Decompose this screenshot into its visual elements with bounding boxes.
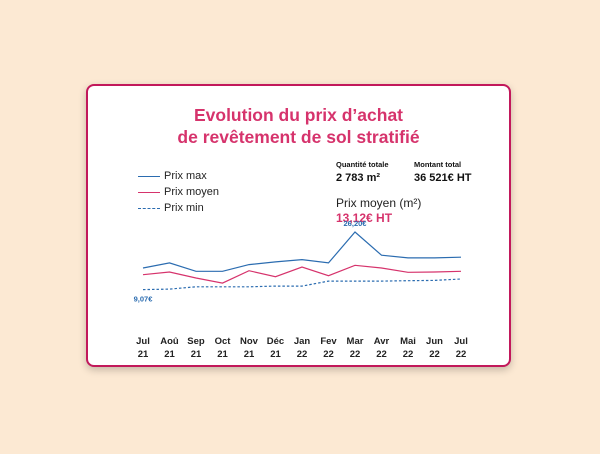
x-tick-month: Nov — [240, 336, 259, 347]
quantity-value: 2 783 m² — [336, 172, 381, 184]
x-tick-year: 22 — [376, 349, 387, 360]
x-tick-month: Mai — [400, 336, 416, 347]
series-min-line — [142, 278, 462, 291]
x-tick-month: Fev — [320, 336, 337, 347]
x-tick-month: Jun — [426, 336, 443, 347]
average-price-label: Prix moyen (m²) — [336, 196, 422, 210]
x-tick-month: Sep — [187, 336, 205, 347]
x-tick-year: 21 — [217, 349, 228, 360]
legend-item-max: Prix max — [138, 168, 219, 184]
chart-title: Evolution du prix d’achat de revêtement … — [88, 104, 509, 148]
x-tick-month: Oct — [215, 336, 232, 347]
data-label: 9,07€ — [134, 295, 154, 304]
x-tick-year: 21 — [244, 349, 255, 360]
title-line-2: de revêtement de sol stratifié — [177, 127, 420, 147]
x-tick-year: 22 — [403, 349, 414, 360]
series-max-line — [142, 231, 462, 272]
x-tick-month: Avr — [374, 336, 390, 347]
legend-swatch-max — [138, 175, 160, 177]
legend-label-max: Prix max — [164, 170, 207, 182]
average-price-value: 13,12€ HT — [336, 211, 393, 225]
legend: Prix max Prix moyen Prix min — [138, 168, 219, 216]
quantity-label: Quantité totale — [336, 160, 389, 169]
x-tick-year: 21 — [164, 349, 175, 360]
x-tick-month: Jan — [294, 336, 311, 347]
x-tick-year: 22 — [456, 349, 467, 360]
legend-label-min: Prix min — [164, 202, 204, 214]
x-tick-month: Déc — [267, 336, 284, 347]
line-chart: 26,20€ 9,07€ Jul 21 Aoû 21 Sep 21 Oct 21 Nov 21 Déc 2… — [134, 219, 468, 360]
x-tick-year: 21 — [138, 349, 149, 360]
data-label: 26,20€ — [344, 219, 368, 228]
x-tick-year: 22 — [323, 349, 334, 360]
x-tick-year: 22 — [350, 349, 361, 360]
chart-card: Evolution du prix d’achat de revêtement … — [86, 84, 511, 367]
stat-quantity: Quantité totale 2 783 m² — [336, 160, 389, 184]
x-tick-month: Jul — [136, 336, 150, 347]
x-tick-year: 22 — [297, 349, 308, 360]
x-tick-year: 21 — [270, 349, 281, 360]
x-tick-month: Mar — [347, 336, 364, 347]
legend-label-avg: Prix moyen — [164, 186, 220, 198]
total-label: Montant total — [414, 160, 462, 169]
stat-total: Montant total 36 521€ HT — [414, 160, 471, 184]
legend-swatch-min — [138, 207, 160, 209]
x-tick-month: Aoû — [160, 336, 179, 347]
x-tick-month: Jul — [454, 336, 468, 347]
x-tick-year: 22 — [429, 349, 440, 360]
x-tick-year: 21 — [191, 349, 202, 360]
legend-swatch-avg — [138, 191, 160, 193]
legend-item-avg: Prix moyen — [138, 184, 219, 200]
series-avg-line — [142, 264, 462, 284]
title-line-1: Evolution du prix d’achat — [193, 105, 404, 125]
legend-item-min: Prix min — [138, 200, 219, 216]
total-value: 36 521€ HT — [414, 172, 472, 184]
